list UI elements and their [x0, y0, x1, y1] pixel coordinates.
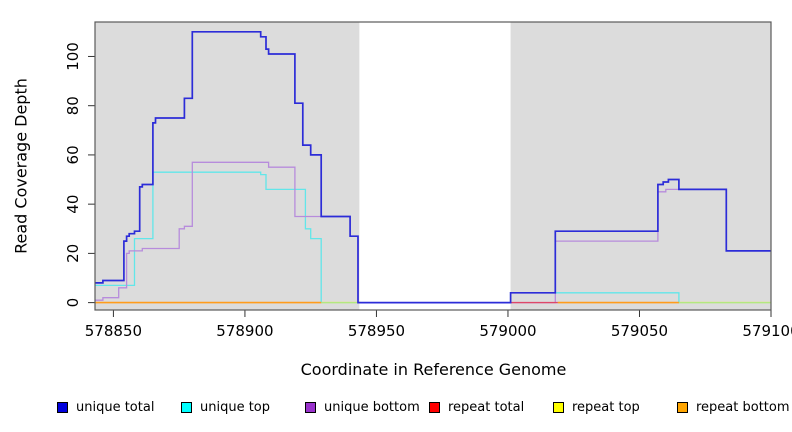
- legend-swatch-unique-top: [181, 401, 192, 413]
- series-lines: [95, 30, 771, 304]
- y-tick-label: 20: [64, 244, 82, 263]
- legend-label-unique-total: unique total: [76, 399, 155, 415]
- y-tick-label: 100: [64, 42, 82, 71]
- legend-label-unique-bottom: unique bottom: [324, 399, 420, 415]
- shaded-region: [510, 22, 771, 310]
- x-tick-label: 578950: [348, 322, 405, 340]
- legend-item-repeat-bottom: repeat bottom: [677, 398, 790, 416]
- y-tick-label: 60: [64, 145, 82, 164]
- y-tick-label: 40: [64, 195, 82, 214]
- series-line-unique-total: [95, 30, 771, 304]
- x-tick-label: 579050: [611, 322, 668, 340]
- legend-item-repeat-total: repeat total: [429, 398, 524, 416]
- legend-swatch-unique-total: [57, 401, 68, 413]
- legend-label-repeat-total: repeat total: [448, 399, 525, 415]
- y-tick-label: 0: [64, 298, 82, 308]
- legend-item-unique-total: unique total: [57, 398, 154, 416]
- shaded-regions: [95, 22, 771, 310]
- legend-swatch-repeat-bottom: [677, 401, 688, 413]
- x-tick-label: 579000: [479, 322, 536, 340]
- legend: unique total unique top unique bottom re…: [0, 398, 792, 418]
- legend-label-repeat-top: repeat top: [572, 399, 640, 415]
- legend-swatch-repeat-top: [553, 401, 564, 413]
- x-tick-label: 578900: [216, 322, 273, 340]
- legend-swatch-unique-bottom: [305, 401, 316, 413]
- shaded-region: [95, 22, 360, 310]
- legend-item-repeat-top: repeat top: [553, 398, 640, 416]
- y-axis-title: Read Coverage Depth: [11, 78, 31, 254]
- y-tick-label: 80: [64, 96, 82, 115]
- x-axis-title: Coordinate in Reference Genome: [300, 360, 567, 379]
- legend-label-unique-top: unique top: [200, 399, 271, 415]
- legend-item-unique-top: unique top: [181, 398, 270, 416]
- x-tick-label: 578850: [85, 322, 142, 340]
- legend-item-unique-bottom: unique bottom: [305, 398, 420, 416]
- legend-swatch-repeat-total: [429, 401, 440, 413]
- legend-label-repeat-bottom: repeat bottom: [696, 399, 790, 415]
- plot-box-border: [94, 21, 772, 311]
